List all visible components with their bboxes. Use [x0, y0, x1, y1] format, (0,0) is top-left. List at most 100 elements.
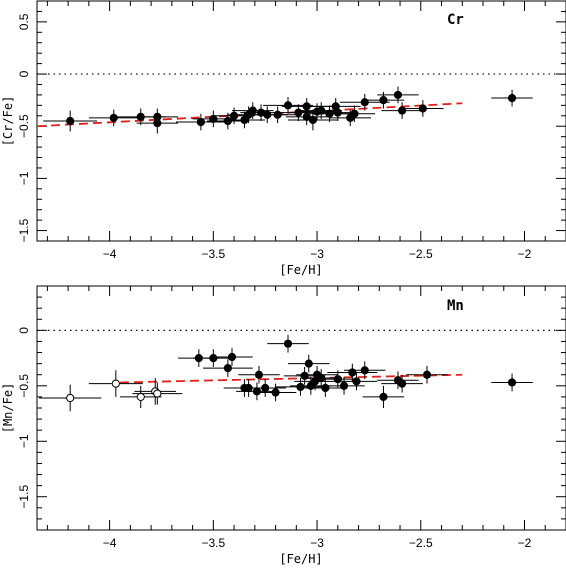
marker-filled — [223, 116, 232, 126]
data-point — [132, 382, 183, 405]
marker-filled — [317, 373, 326, 383]
marker-filled — [422, 370, 432, 379]
marker-filled — [360, 366, 369, 375]
x-tick-label: −4 — [103, 247, 117, 261]
panel-mn: −4 −3.5 −3 −2.5 −2 0 −0.5 −1 −1.5 Mn [Fe/H] [Mn/… — [1, 285, 566, 566]
marker-filled — [254, 370, 264, 379]
data-point — [362, 385, 405, 408]
marker-filled — [339, 381, 349, 390]
marker-filled — [229, 111, 239, 120]
data-point — [254, 383, 297, 402]
marker-filled — [379, 96, 388, 105]
y-tick-label: −0.5 — [17, 114, 31, 138]
marker-filled — [379, 392, 388, 402]
x-tick-label: −3 — [310, 536, 324, 550]
data-point — [277, 104, 320, 121]
x-axis-title: [Fe/H] — [279, 552, 322, 566]
data-point — [88, 370, 143, 397]
marker-filled — [418, 104, 427, 113]
element-label: Mn — [447, 298, 464, 314]
data-point — [136, 108, 179, 126]
data-point — [491, 89, 533, 107]
y-tick-label: −0.5 — [17, 374, 31, 398]
y-tick-label: −1 — [17, 171, 31, 185]
marker-filled — [153, 112, 162, 121]
data-point — [288, 109, 338, 131]
marker-filled — [196, 117, 205, 127]
data-point — [213, 107, 255, 125]
marker-filled — [240, 115, 249, 125]
marker-filled — [350, 109, 359, 118]
marker-filled — [304, 359, 313, 368]
data-point — [119, 385, 162, 408]
data-point — [39, 384, 102, 412]
marker-filled — [333, 108, 342, 117]
marker-filled — [283, 101, 293, 110]
marker-filled — [261, 383, 270, 393]
data-point — [88, 109, 139, 127]
data-point — [402, 100, 444, 117]
marker-filled — [227, 352, 237, 362]
data-point — [381, 102, 423, 119]
x-tick-label: −2.5 — [409, 247, 433, 261]
ticks-layer: −4 −3.5 −3 −2.5 −2 0 −0.5 −1 −1.5 — [17, 285, 566, 550]
fit-line-layer — [119, 373, 463, 384]
data-point — [288, 354, 330, 373]
x-tick-label: −2 — [518, 247, 532, 261]
x-tick-label: −4 — [103, 536, 117, 550]
marker-filled — [271, 388, 280, 397]
plot-frame — [36, 285, 566, 531]
marker-filled — [507, 378, 517, 387]
marker-filled — [352, 377, 361, 386]
x-tick-label: −3 — [310, 247, 324, 261]
x-tick-label: −3.5 — [201, 536, 225, 550]
marker-filled — [66, 116, 75, 126]
data-point — [377, 86, 419, 104]
data-point — [211, 348, 253, 366]
data-point — [238, 365, 280, 384]
marker-filled — [325, 109, 334, 118]
points-layer — [39, 334, 533, 412]
element-label: Cr — [447, 12, 464, 28]
marker-open — [153, 389, 162, 398]
x-tick-label: −2 — [518, 536, 532, 550]
y-tick-label: −1.5 — [17, 485, 31, 509]
y-tick-label: −1 — [17, 434, 31, 448]
marker-filled — [393, 90, 403, 100]
marker-filled — [294, 108, 303, 117]
y-tick-label: 0 — [17, 70, 31, 77]
data-point — [256, 106, 299, 124]
marker-filled — [296, 382, 305, 392]
data-point — [335, 372, 378, 391]
data-point — [192, 349, 235, 367]
fit-line — [119, 373, 463, 384]
marker-filled — [252, 387, 261, 396]
marker-open — [136, 392, 145, 402]
data-point — [333, 105, 376, 123]
marker-filled — [283, 339, 293, 348]
points-layer — [43, 86, 533, 134]
data-point — [491, 373, 533, 392]
marker-filled — [507, 93, 517, 103]
marker-filled — [308, 115, 318, 125]
marker-open — [66, 393, 75, 403]
y-tick-label: 0 — [17, 327, 31, 334]
marker-filled — [223, 363, 232, 373]
x-tick-label: −3.5 — [201, 247, 225, 261]
y-axis-title: [Cr/Fe] — [1, 96, 15, 147]
data-point — [323, 376, 365, 395]
panel-cr: −4 −3.5 −3 −2.5 −2 0.5 0 −0.5 −1 −1.5 Cr [Fe/H] [… — [1, 0, 566, 277]
marker-filled — [398, 379, 407, 388]
data-point — [362, 91, 405, 109]
data-point — [344, 361, 386, 380]
y-tick-label: −1.5 — [17, 218, 31, 242]
ticks-layer: −4 −3.5 −3 −2.5 −2 0.5 0 −0.5 −1 −1.5 — [17, 0, 566, 261]
x-axis-title: [Fe/H] — [279, 263, 322, 277]
data-point — [202, 359, 253, 377]
plot-frame — [36, 0, 566, 242]
data-point — [244, 379, 286, 397]
marker-filled — [109, 113, 118, 122]
x-tick-label: −2.5 — [409, 536, 433, 550]
data-point — [406, 365, 448, 384]
